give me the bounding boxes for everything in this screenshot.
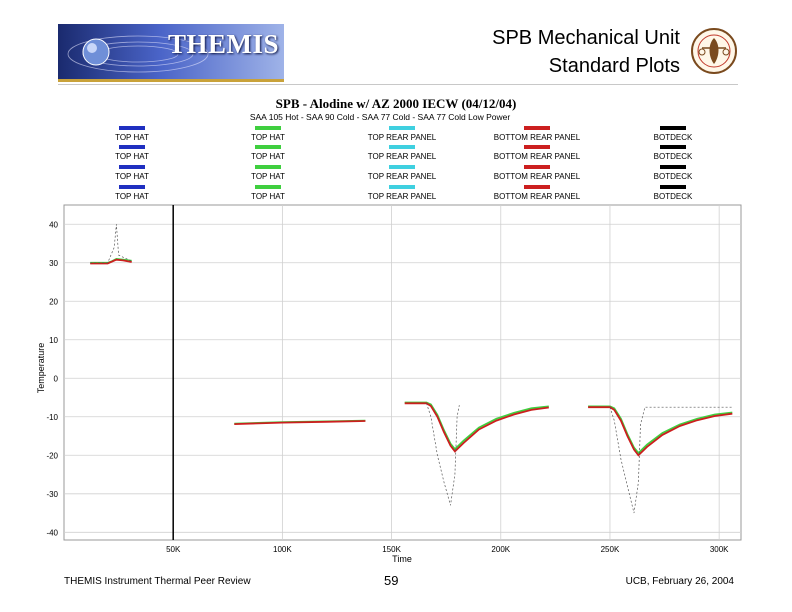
logo-text: THEMIS [168,29,280,59]
legend-swatch-cyan [389,165,415,169]
legend-label: TOP HAT [251,172,285,181]
legend-label: BOTDECK [654,152,693,161]
y-tick-label: -40 [46,528,58,537]
legend-label: BOTDECK [654,133,693,142]
legend-swatch-green [255,165,281,169]
legend-swatch-cyan [389,185,415,189]
legend-label: TOP HAT [115,133,149,142]
legend-swatch-red [524,165,550,169]
chart-subtitle: SAA 105 Hot - SAA 90 Cold - SAA 77 Cold … [250,112,511,122]
legend-swatch-black [660,126,686,130]
x-tick-label: 300K [710,545,729,554]
legend-label: TOP REAR PANEL [368,172,437,181]
x-tick-label: 200K [491,545,510,554]
legend-label: BOTTOM REAR PANEL [494,192,581,201]
legend-swatch-cyan [389,126,415,130]
page-title: SPB Mechanical Unit Standard Plots [492,24,680,80]
x-tick-label: 50K [166,545,181,554]
x-tick-label: 150K [382,545,401,554]
legend-swatch-cyan [389,145,415,149]
legend-swatch-black [660,145,686,149]
series-line-green [234,419,366,425]
header-divider [58,84,738,85]
chart-title: SPB - Alodine w/ AZ 2000 IECW (04/12/04) [276,96,517,111]
chart-legend: TOP HAT TOP HAT TOP REAR PANEL BOTTOM REAR … [115,126,693,201]
legend-swatch-blue [119,145,145,149]
themis-seal-icon [691,28,737,74]
legend-swatch-green [255,126,281,130]
y-tick-label: -10 [46,413,58,422]
y-tick-label: 20 [49,297,58,306]
legend-swatch-blue [119,185,145,189]
plot-area: 40 30 20 10 0 -10 -20 -30 -40 50K 100K 150K 200K 250K… [46,204,742,554]
legend-swatch-black [660,165,686,169]
series-line-black [426,403,460,506]
legend-swatch-blue [119,126,145,130]
x-axis-label: Time [392,554,412,564]
legend-label: TOP HAT [251,192,285,201]
series-line-red [588,406,733,457]
page-number: 59 [384,573,399,588]
legend-label: TOP HAT [251,133,285,142]
y-tick-label: -30 [46,490,58,499]
legend-label: BOTDECK [654,192,693,201]
y-tick-label: 40 [49,220,58,229]
page-title-line2: Standard Plots [548,55,680,77]
orbit-graphic-icon [67,35,209,73]
series-line-green [588,405,733,455]
page-title-line1: SPB Mechanical Unit [492,27,680,49]
footer-date: UCB, February 26, 2004 [625,576,734,587]
legend-swatch-black [660,185,686,189]
legend-swatch-red [524,145,550,149]
legend-label: BOTTOM REAR PANEL [494,152,581,161]
y-axis-label: Temperature [36,343,46,394]
x-tick-label: 100K [273,545,292,554]
legend-swatch-blue [119,165,145,169]
legend-label: TOP HAT [115,192,149,201]
legend-label: TOP HAT [115,152,149,161]
series-line-green [90,257,132,264]
legend-label: TOP HAT [251,152,285,161]
footer-event-name: THEMIS Instrument Thermal Peer Review [64,576,251,587]
legend-label: BOTTOM REAR PANEL [494,133,581,142]
series-line-green [404,401,549,451]
y-tick-label: 10 [49,336,58,345]
y-tick-label: 0 [54,374,59,383]
series-line-black [90,224,132,264]
legend-label: BOTTOM REAR PANEL [494,172,581,181]
series-line-black [609,406,733,514]
plot-frame [63,204,742,541]
x-tick-label: 250K [601,545,620,554]
series-line-red [404,402,549,453]
legend-swatch-green [255,185,281,189]
legend-label: TOP REAR PANEL [368,152,437,161]
legend-label: TOP REAR PANEL [368,192,437,201]
legend-swatch-red [524,185,550,189]
series-line-red [90,258,132,265]
y-tick-label: -20 [46,451,58,460]
legend-label: TOP REAR PANEL [368,133,437,142]
legend-swatch-green [255,145,281,149]
series-line-red [234,420,366,425]
y-tick-label: 30 [49,259,58,268]
legend-swatch-red [524,126,550,130]
legend-label: TOP HAT [115,172,149,181]
legend-label: BOTDECK [654,172,693,181]
themis-logo-banner: THEMIS [58,24,284,82]
